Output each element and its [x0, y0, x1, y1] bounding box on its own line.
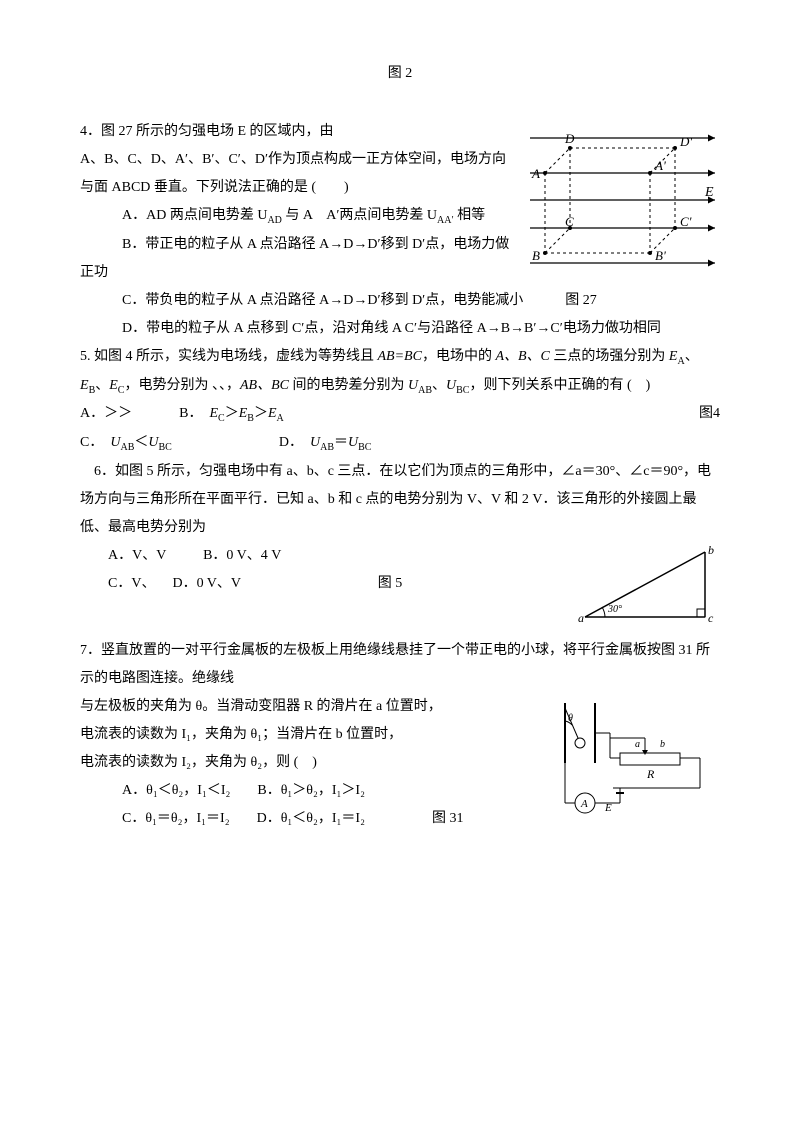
- svg-text:a: a: [635, 739, 640, 750]
- svg-text:A: A: [531, 166, 540, 181]
- q5-stem: 5. 如图 4 所示，实线为电场线，虚线为等势线且 AB=BC，电场中的 A、B…: [80, 343, 720, 401]
- q7-option-d: D．θ₁＜θ₂，I₁＝I₂: [257, 811, 365, 826]
- svg-text:D': D': [679, 134, 692, 149]
- q5-t5: 三点的场强分别为: [550, 349, 669, 364]
- figure-4-label: 图4: [699, 400, 720, 428]
- q5-t8: AB、BC: [240, 378, 289, 393]
- svg-text:A': A': [654, 158, 666, 173]
- q7-option-b: B．θ₁＞θ₂，I₁＞I₂: [257, 783, 365, 798]
- svg-text:B': B': [655, 248, 666, 263]
- svg-text:D: D: [564, 131, 575, 146]
- q4-cube-figure: D D' A A' C C' B B' E: [520, 118, 720, 278]
- q5-line-cd: C． UAB＜UBC D． UAB＝UBC: [80, 429, 720, 458]
- svg-text:E: E: [704, 185, 714, 200]
- q7-circuit-figure: θ a b R A E: [550, 693, 720, 823]
- svg-text:c: c: [708, 611, 714, 625]
- svg-text:B: B: [532, 248, 540, 263]
- q5-t4: A、B、C: [495, 349, 549, 364]
- figure-31-label: 图 31: [432, 811, 464, 826]
- q5-t2: AB=BC: [378, 349, 422, 364]
- q5-t7: ，电势分别为 、、，: [124, 378, 240, 393]
- q6-option-d: D．0 V、V: [172, 576, 240, 591]
- q7-option-a: A．θ₁＜θ₂，I₁＜I₂: [122, 783, 230, 798]
- svg-text:b: b: [660, 739, 665, 750]
- svg-text:a: a: [578, 611, 584, 625]
- q6-option-b: B．0 V、4 V: [203, 548, 281, 563]
- q5-line-ab: A．＞＞ B． EC＞EB＞EA 图4: [80, 400, 720, 429]
- q5-t3: ，电场中的: [422, 349, 496, 364]
- q5-t10: ，则下列关系中正确的有 ( ): [469, 378, 650, 393]
- figure-2-label: 图 2: [80, 60, 720, 88]
- q7-option-c: C．θ₁＝θ₂，I₁＝I₂: [122, 811, 230, 826]
- q5-option-b: B． EC＞EB＞EA: [179, 406, 284, 421]
- figure-5-label: 图 5: [378, 576, 403, 591]
- q5-option-c: C． UAB＜UBC: [80, 435, 172, 450]
- svg-text:C': C': [680, 214, 692, 229]
- q6-option-c: C．V、: [108, 576, 155, 591]
- q4-option-d: D．带电的粒子从 A 点移到 C′点，沿对角线 A C′与沿路径 A→B→B′→…: [80, 315, 720, 343]
- svg-text:A: A: [580, 798, 588, 810]
- svg-text:30°: 30°: [607, 604, 622, 615]
- svg-text:C: C: [565, 214, 574, 229]
- q5-option-a: A．＞＞: [80, 406, 132, 421]
- q5-option-d: D． UAB＝UBC: [279, 435, 372, 450]
- q6-triangle-figure: a c b 30°: [570, 542, 720, 632]
- q4-option-c: C．带负电的粒子从 A 点沿路径 A→D→D′移到 D′点，电势能减小 图 27: [80, 287, 720, 315]
- q5-t9: 间的电势差分别为: [289, 378, 408, 393]
- q5-t1: 5. 如图 4 所示，实线为电场线，虚线为等势线且: [80, 349, 378, 364]
- q7-stem-line1: 7．竖直放置的一对平行金属板的左极板上用绝缘线悬挂了一个带正电的小球，将平行金属…: [80, 637, 720, 693]
- svg-text:E: E: [604, 802, 612, 814]
- svg-text:θ: θ: [568, 713, 573, 724]
- svg-text:b: b: [708, 543, 714, 557]
- svg-text:R: R: [646, 767, 655, 781]
- q6-option-a: A．V、V: [108, 548, 166, 563]
- q6-stem: 6．如图 5 所示，匀强电场中有 a、b、c 三点．在以它们为顶点的三角形中，∠…: [80, 458, 720, 542]
